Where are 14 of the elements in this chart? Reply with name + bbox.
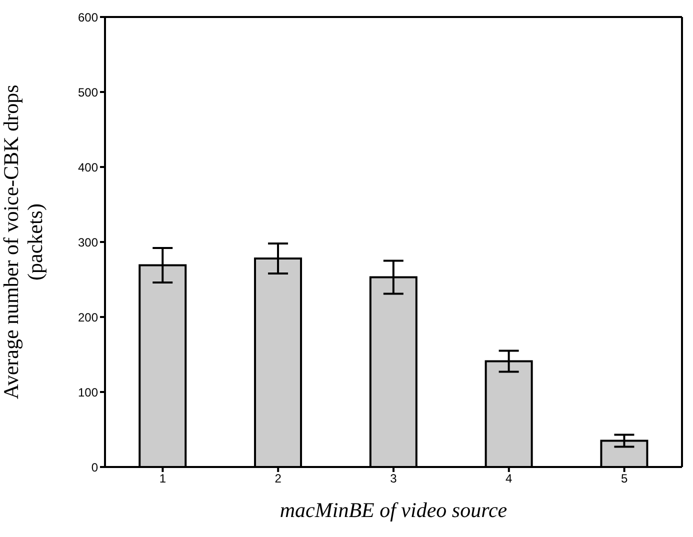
y-axis-title: Average number of voice-CBK drops (packets) — [0, 84, 47, 400]
y-tick-label: 500 — [78, 85, 98, 100]
x-axis-title: macMinBE of video source — [280, 498, 508, 522]
x-tick-label: 3 — [390, 472, 398, 486]
y-tick-label: 200 — [78, 310, 98, 324]
x-tick-label: 2 — [274, 472, 282, 486]
x-tick-label: 1 — [159, 472, 166, 486]
y-tick-label: 0 — [91, 460, 98, 474]
y-tick-label: 300 — [78, 235, 98, 250]
x-tick-label: 5 — [620, 472, 628, 486]
y-tick-label: 400 — [78, 160, 98, 174]
y-tick-label: 600 — [78, 10, 98, 24]
y-tick-label: 100 — [78, 385, 98, 400]
x-tick-label: 4 — [506, 472, 513, 486]
